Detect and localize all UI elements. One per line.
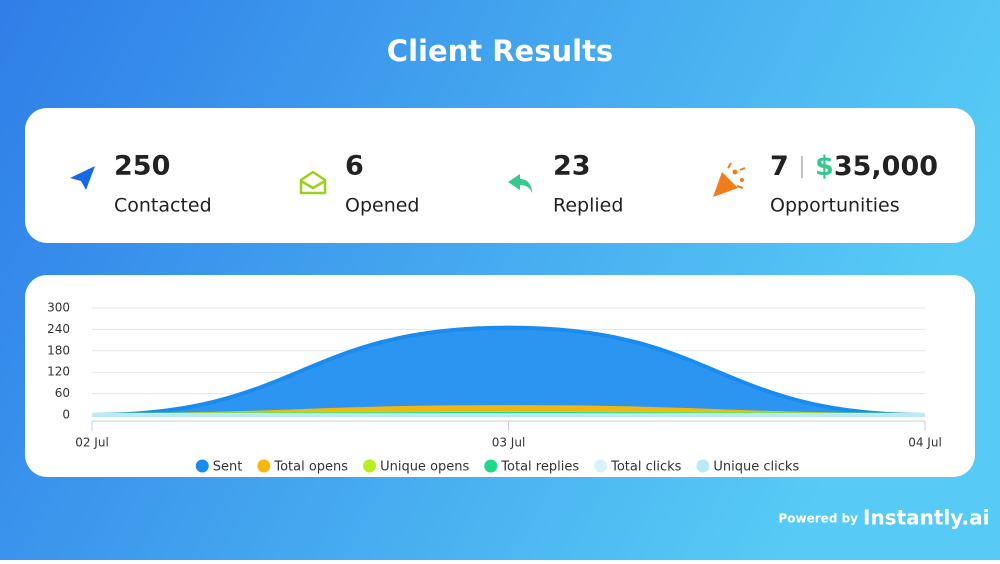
x-tick-label: 04 Jul <box>908 436 942 450</box>
legend-label: Unique opens <box>380 460 469 475</box>
area-line <box>91 325 926 417</box>
legend-label: Total clicks <box>610 460 682 475</box>
y-tick-label: 180 <box>47 343 70 357</box>
legend-label: Unique clicks <box>713 460 799 475</box>
y-tick-label: 240 <box>47 322 70 336</box>
stat-label: Opened <box>345 195 420 217</box>
stat-value: 23 <box>553 151 591 182</box>
powered-by: Powered by <box>779 512 859 526</box>
x-tick-label: 03 Jul <box>492 436 526 450</box>
party-icon <box>713 162 746 197</box>
open-icon <box>299 170 327 195</box>
stat-label: Contacted <box>114 195 212 217</box>
legend-marker <box>696 459 710 473</box>
stat-label: Opportunities <box>770 195 900 217</box>
legend-marker <box>195 459 209 473</box>
currency: $ <box>815 151 834 182</box>
y-tick-label: 300 <box>47 301 70 315</box>
stat-value: 250 <box>114 151 170 182</box>
title: Client Results <box>387 34 613 68</box>
legend-marker <box>594 459 608 473</box>
y-tick-label: 0 <box>62 408 70 422</box>
stats-card <box>25 108 975 243</box>
opportunity-count: 7 <box>770 151 789 182</box>
send-icon <box>70 166 95 190</box>
stat-label: Replied <box>553 195 623 217</box>
legend-label: Total opens <box>273 460 348 475</box>
separator: | <box>798 154 805 179</box>
stat-value: 7 | $35,000 <box>770 151 938 182</box>
legend-label: Total replies <box>500 460 579 475</box>
legend-label: Sent <box>213 460 243 475</box>
legend-marker <box>484 459 498 473</box>
amount: 35,000 <box>834 151 938 182</box>
x-tick-label: 02 Jul <box>75 436 109 450</box>
chart: 0 60 120 180 240 300 02 Jul 03 Jul 04 Jul Sent Tot… <box>47 301 942 475</box>
brand: Instantly.ai <box>863 506 989 530</box>
stat-value: 6 <box>345 151 364 182</box>
area <box>92 327 925 415</box>
y-tick-label: 120 <box>47 365 70 379</box>
legend-marker <box>257 459 271 473</box>
legend-marker <box>363 459 377 473</box>
reply-icon <box>508 174 532 193</box>
y-tick-label: 60 <box>55 386 70 400</box>
